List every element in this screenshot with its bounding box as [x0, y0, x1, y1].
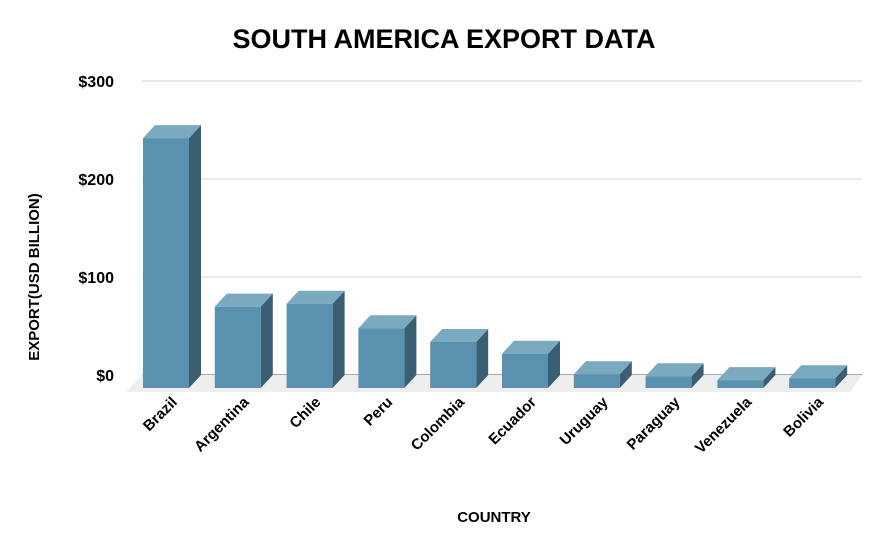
bar-front	[717, 380, 764, 388]
x-tick-label: Paraguay	[624, 393, 684, 453]
bar-top	[502, 340, 560, 354]
bar-side	[619, 361, 632, 388]
bar-bolivia	[789, 365, 848, 388]
bar-side	[476, 328, 489, 388]
bar-front	[573, 374, 620, 388]
x-tick-label: Colombia	[408, 393, 469, 454]
x-axis-label: COUNTRY	[457, 509, 531, 526]
x-tick-label: Brazil	[140, 394, 181, 435]
bar-front	[430, 341, 477, 388]
bar-side	[189, 125, 201, 388]
bar-top	[143, 125, 201, 139]
bar-side	[691, 363, 704, 388]
x-tick-label: Venezuela	[692, 393, 756, 457]
bar-peru	[358, 315, 417, 388]
bar-side	[835, 365, 848, 388]
y-tick-label: $0	[96, 368, 114, 385]
x-tick-label: Uruguay	[557, 393, 613, 449]
bar-front	[789, 378, 836, 388]
bar-side	[332, 290, 345, 388]
bar-brazil	[143, 125, 201, 388]
bar-top	[573, 361, 632, 375]
x-tick-label: Bolivia	[780, 393, 827, 440]
y-tick-label: $200	[78, 172, 114, 189]
bar-top	[789, 365, 848, 379]
bar-front	[286, 303, 333, 388]
bar-side	[260, 293, 273, 388]
bar-side	[404, 315, 417, 388]
bar-venezuela	[717, 367, 776, 388]
bar-front	[214, 306, 261, 388]
bar-colombia	[430, 328, 489, 388]
bar-top	[430, 328, 489, 342]
bar-front	[143, 138, 189, 388]
bar-paraguay	[645, 363, 704, 388]
bar-ecuador	[502, 340, 560, 388]
bar-front	[645, 376, 692, 388]
chart-title: SOUTH AMERICA EXPORT DATA	[233, 24, 656, 54]
bar-top	[358, 315, 417, 329]
bar-top	[717, 367, 776, 381]
x-tick-label: Ecuador	[485, 394, 540, 449]
bar-side	[548, 340, 560, 388]
bar-top	[214, 293, 273, 307]
x-tick-label: Chile	[286, 394, 324, 432]
y-axis-label: EXPORT(USD BILLION)	[26, 193, 43, 361]
x-tick-label: Peru	[361, 394, 397, 430]
bar-chile	[286, 290, 345, 388]
bar-argentina	[214, 293, 273, 388]
bar-front	[502, 353, 548, 388]
x-tick-label: Argentina	[191, 393, 253, 455]
bar-top	[645, 363, 704, 377]
y-tick-label: $100	[78, 270, 114, 287]
bar-front	[358, 328, 405, 388]
bar-top	[286, 290, 345, 304]
y-tick-label: $300	[78, 74, 114, 91]
bar-uruguay	[573, 361, 632, 388]
bar-side	[763, 367, 776, 388]
